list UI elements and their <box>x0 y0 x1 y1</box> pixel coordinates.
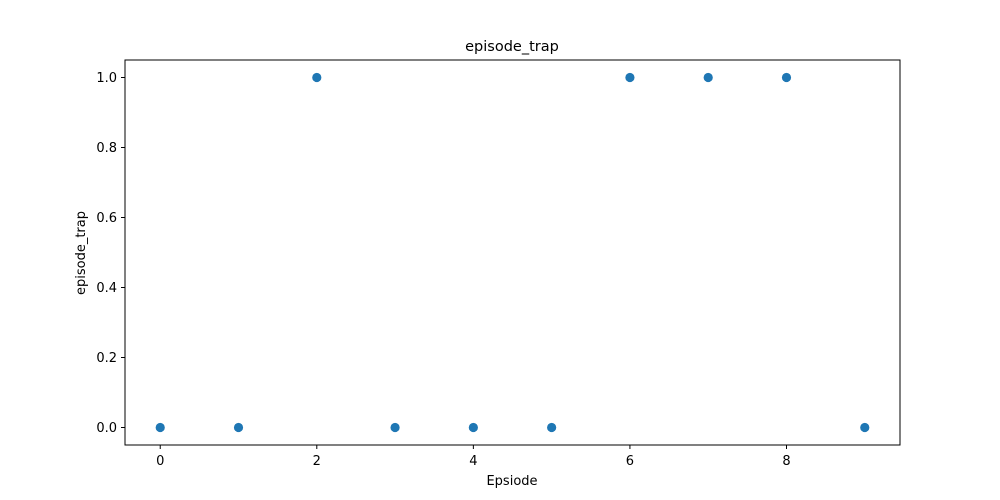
x-tick-label: 0 <box>156 454 164 469</box>
y-tick-label: 0.8 <box>96 141 117 156</box>
y-tick-label: 0.2 <box>96 351 117 366</box>
x-tick-label: 6 <box>626 454 634 469</box>
x-axis-label: Epsiode <box>486 474 537 489</box>
y-axis: 0.0 0.2 0.4 0.6 0.8 1.0 <box>96 71 125 436</box>
plot-area-frame <box>124 59 901 446</box>
data-point <box>781 72 792 83</box>
data-point <box>703 72 713 83</box>
x-tick-label: 2 <box>313 454 321 469</box>
data-point <box>390 422 400 433</box>
x-tick-label: 4 <box>469 454 477 469</box>
data-point <box>155 422 165 433</box>
y-tick-label: 0.4 <box>96 281 117 296</box>
y-tick-label: 0.6 <box>96 211 117 226</box>
data-point <box>625 72 635 83</box>
data-point <box>860 422 870 433</box>
chart-title: episode_trap <box>465 39 559 55</box>
data-point <box>312 72 322 83</box>
x-tick-label: 8 <box>782 454 790 469</box>
y-tick-label: 0.0 <box>96 421 117 436</box>
y-tick-label: 1.0 <box>96 71 117 86</box>
data-point <box>468 422 478 433</box>
y-axis-label: episode_trap <box>74 211 89 295</box>
x-axis: 0 2 4 6 8 <box>156 445 791 469</box>
scatter-points <box>155 72 870 433</box>
data-point <box>547 422 557 433</box>
data-point <box>233 422 244 433</box>
